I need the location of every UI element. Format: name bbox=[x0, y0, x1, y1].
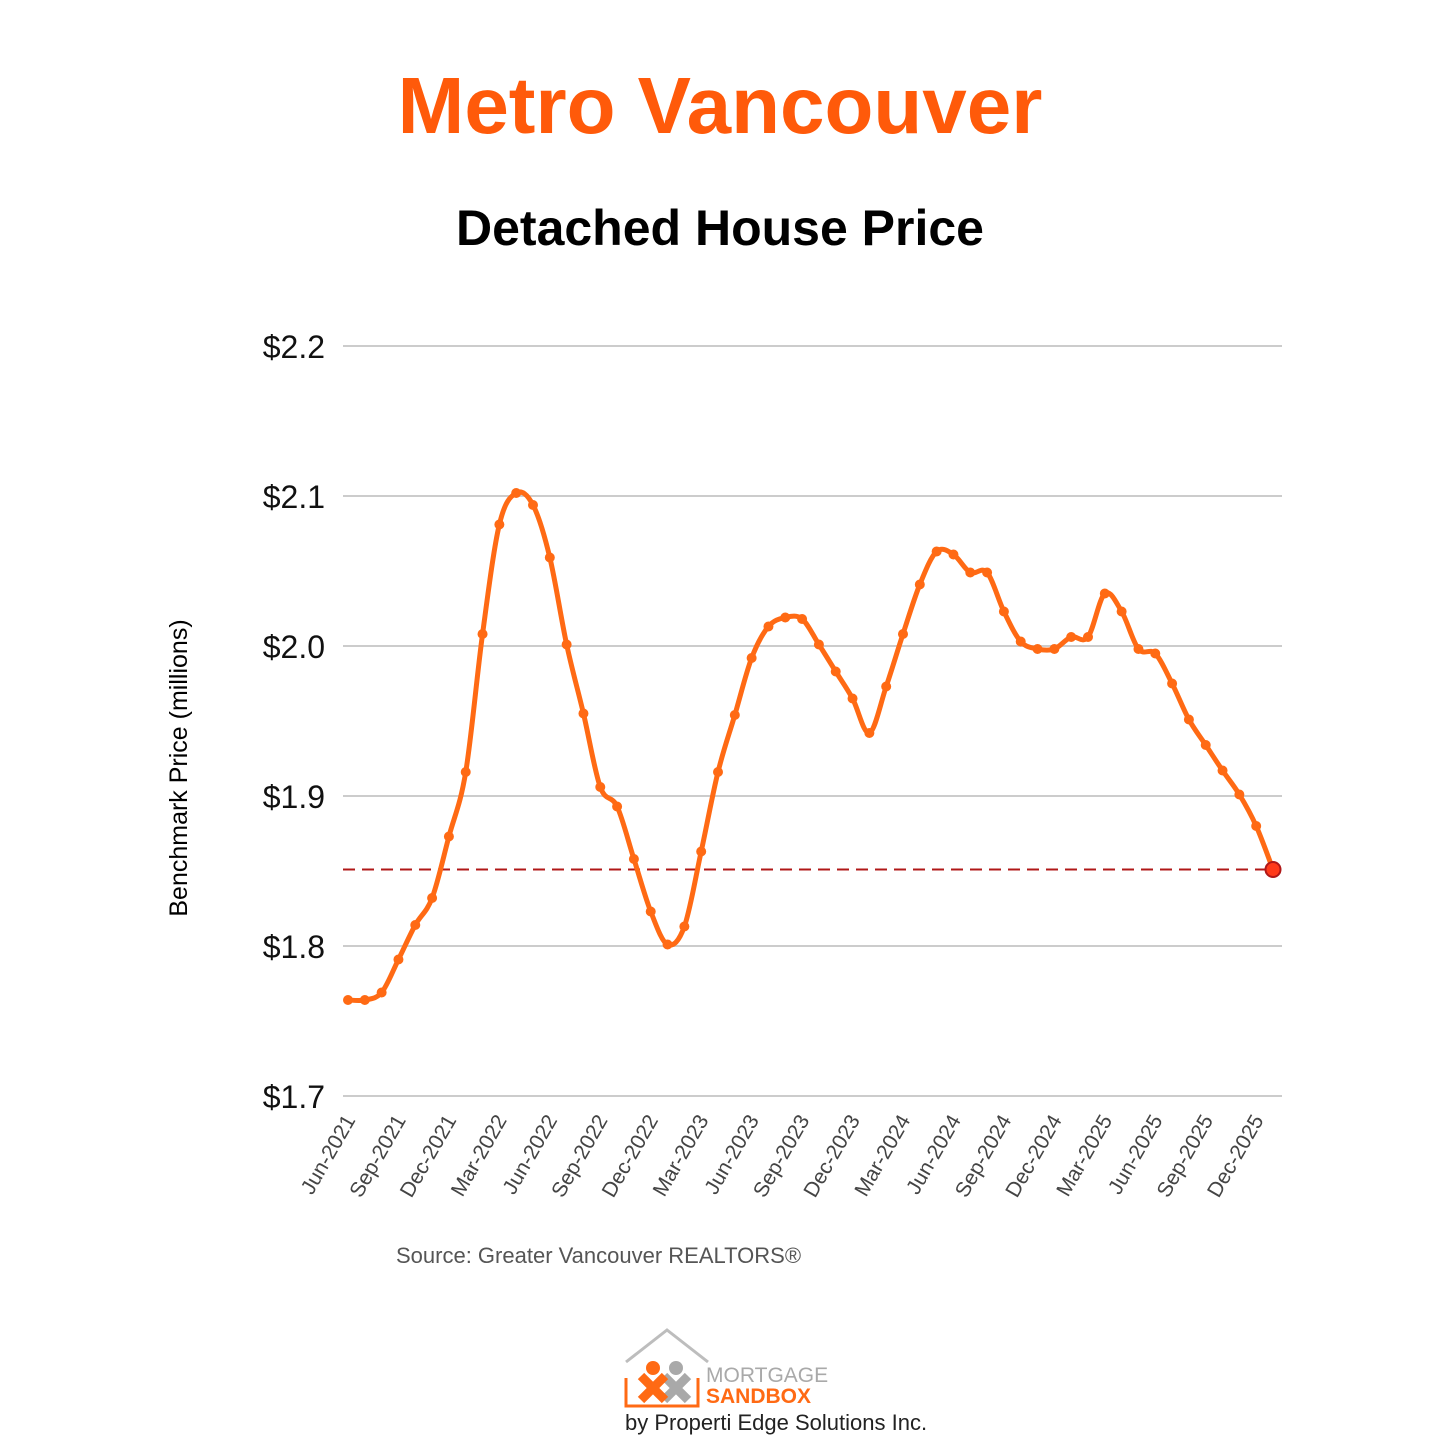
data-point bbox=[1015, 636, 1026, 647]
data-point bbox=[931, 546, 942, 557]
y-tick-label: $1.9 bbox=[263, 779, 325, 815]
data-point bbox=[847, 693, 858, 704]
data-point bbox=[1032, 644, 1043, 654]
logo-text-sandbox: SANDBOX bbox=[706, 1385, 811, 1408]
logo-text-mortgage: MORTGAGE bbox=[706, 1364, 828, 1387]
data-point bbox=[544, 552, 555, 563]
data-point bbox=[612, 801, 623, 812]
data-point bbox=[1116, 606, 1127, 617]
data-point bbox=[864, 728, 875, 738]
data-point bbox=[1217, 765, 1228, 776]
data-point bbox=[427, 893, 438, 903]
data-point bbox=[376, 987, 387, 998]
data-point bbox=[1049, 644, 1060, 654]
chart-subtitle: Detached House Price bbox=[456, 200, 984, 256]
data-point bbox=[1150, 648, 1161, 659]
data-point bbox=[645, 906, 656, 917]
line-chart: $1.7 $1.8 $1.9 $2.0 $2.1 $2.2 Jun-2021Sep-202… bbox=[165, 329, 1282, 1202]
data-point bbox=[561, 639, 572, 650]
data-point bbox=[780, 612, 791, 623]
data-point bbox=[1183, 714, 1194, 725]
data-point bbox=[813, 639, 824, 650]
data-point bbox=[763, 621, 774, 632]
y-tick-label: $2.0 bbox=[263, 629, 325, 665]
data-point bbox=[1099, 588, 1110, 599]
latest-data-point bbox=[1264, 861, 1282, 878]
data-point bbox=[578, 708, 589, 719]
data-point bbox=[1251, 821, 1262, 831]
chart-title: Metro Vancouver bbox=[397, 61, 1043, 150]
data-point bbox=[359, 995, 370, 1005]
mortgage-sandbox-logo: MORTGAGE SANDBOX bbox=[624, 1328, 828, 1408]
data-point bbox=[898, 629, 908, 639]
series-line bbox=[345, 489, 1276, 1004]
people-icon bbox=[637, 1361, 692, 1404]
data-point bbox=[982, 567, 993, 578]
data-point bbox=[393, 954, 404, 965]
data-point bbox=[965, 567, 976, 578]
y-tick-label: $2.2 bbox=[263, 329, 325, 365]
data-point bbox=[1066, 632, 1077, 642]
byline: by Properti Edge Solutions Inc. bbox=[625, 1410, 928, 1435]
data-point bbox=[679, 921, 690, 932]
data-point bbox=[595, 782, 606, 792]
data-point bbox=[528, 500, 538, 510]
data-point bbox=[343, 995, 353, 1005]
data-point bbox=[1234, 789, 1245, 800]
house-outline-icon bbox=[625, 1328, 709, 1364]
y-tick-label: $1.8 bbox=[263, 929, 325, 965]
data-point bbox=[477, 629, 488, 639]
data-point bbox=[443, 831, 454, 842]
data-point bbox=[1133, 644, 1144, 654]
data-point bbox=[460, 767, 471, 777]
data-point bbox=[746, 653, 757, 663]
data-point bbox=[494, 519, 505, 530]
source-note: Source: Greater Vancouver REALTORS® bbox=[396, 1243, 802, 1268]
data-point bbox=[713, 767, 723, 777]
data-point bbox=[1083, 632, 1093, 642]
y-axis-label: Benchmark Price (millions) bbox=[165, 619, 193, 916]
data-points bbox=[343, 488, 1282, 1005]
data-point bbox=[1200, 740, 1211, 750]
data-point bbox=[998, 606, 1009, 617]
data-point bbox=[729, 710, 740, 720]
x-axis-ticks: Jun-2021Sep-2021Dec-2021Mar-2022Jun-2022… bbox=[297, 1111, 1269, 1202]
data-point bbox=[881, 681, 892, 692]
data-point bbox=[948, 549, 959, 560]
data-point bbox=[511, 488, 522, 498]
bracket-icon bbox=[624, 1378, 700, 1408]
data-point bbox=[830, 666, 841, 677]
y-tick-label: $2.1 bbox=[263, 479, 325, 515]
grid-lines bbox=[343, 345, 1282, 1097]
data-point bbox=[410, 920, 421, 930]
data-point bbox=[1167, 678, 1178, 689]
data-point bbox=[662, 939, 673, 950]
data-point bbox=[628, 854, 639, 864]
y-tick-label: $1.7 bbox=[263, 1079, 325, 1115]
y-axis-ticks: $1.7 $1.8 $1.9 $2.0 $2.1 $2.2 bbox=[263, 329, 325, 1115]
data-point bbox=[797, 614, 808, 624]
data-point bbox=[914, 579, 925, 590]
data-point bbox=[696, 846, 707, 857]
